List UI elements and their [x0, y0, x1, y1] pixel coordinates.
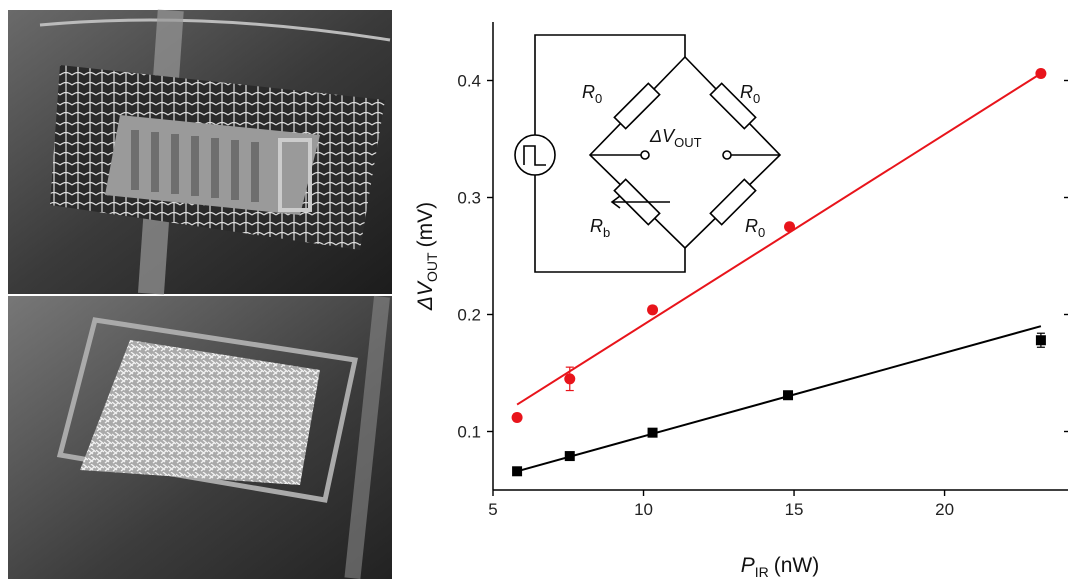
- data-point: [511, 411, 523, 423]
- data-point: [512, 466, 523, 477]
- fit-line: [516, 72, 1042, 406]
- label-main: P: [741, 554, 755, 577]
- x-tick-label: 10: [634, 500, 653, 519]
- label-main: ΔV: [414, 280, 437, 311]
- inset-label: R0: [740, 82, 760, 106]
- data-point: [564, 451, 575, 462]
- data-point: [784, 221, 796, 233]
- y-tick-label: 0.4: [457, 72, 481, 91]
- label-main: R: [590, 216, 603, 236]
- inset-label: R0: [745, 216, 765, 240]
- label-sub: 0: [595, 91, 602, 106]
- x-tick-label: 15: [785, 500, 804, 519]
- inset-label: ΔVOUT: [649, 126, 702, 150]
- y-tick-label: 0.1: [457, 423, 481, 442]
- label-sub: OUT: [424, 252, 440, 282]
- data-point: [647, 427, 658, 438]
- label-sub: 0: [758, 225, 765, 240]
- plot-frame: [492, 22, 1068, 491]
- fit-line: [516, 325, 1042, 473]
- label-main: ΔV: [649, 126, 676, 146]
- x-axis-label: PIR (nW): [741, 554, 820, 579]
- label-main: R: [745, 216, 758, 236]
- y-tick-label: 0.2: [457, 306, 481, 325]
- data-point: [647, 304, 659, 316]
- inset-label: R0: [582, 82, 602, 106]
- sem-bottom: [8, 295, 392, 580]
- data-point: [564, 373, 576, 385]
- label-sub: OUT: [674, 135, 702, 150]
- label-unit: (nW): [774, 554, 820, 577]
- label-main: R: [582, 82, 595, 102]
- circuit-inset: [514, 34, 782, 273]
- x-tick-label: 5: [488, 500, 497, 519]
- label-sub: b: [603, 225, 610, 240]
- y-tick-label: 0.3: [457, 189, 481, 208]
- label-sub: 0: [753, 91, 760, 106]
- x-tick-label: 20: [935, 500, 954, 519]
- label-unit: (mV): [414, 202, 437, 248]
- data-point: [783, 390, 794, 401]
- y-axis-label: ΔVOUT (mV): [414, 202, 440, 311]
- inset-label: Rb: [590, 216, 610, 240]
- data-point: [1035, 335, 1046, 346]
- label-main: R: [740, 82, 753, 102]
- data-point: [1035, 67, 1047, 79]
- sem-top: [8, 9, 392, 295]
- label-sub: IR: [755, 564, 769, 579]
